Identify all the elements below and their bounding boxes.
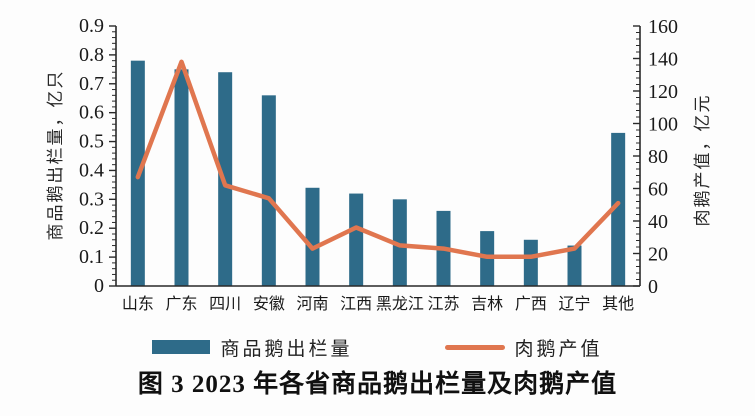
left-tick-label: 0.3 bbox=[79, 188, 104, 210]
x-label-10: 辽宁 bbox=[558, 295, 590, 313]
right-tick-label: 160 bbox=[648, 16, 678, 38]
bar-9 bbox=[523, 239, 538, 286]
line-series-label: 肉鹅产值 bbox=[514, 338, 603, 360]
bar-3 bbox=[261, 95, 276, 286]
right-tick-label: 0 bbox=[648, 276, 658, 298]
right-tick-label: 100 bbox=[648, 114, 678, 136]
right-tick-label: 40 bbox=[648, 211, 668, 233]
right-tick-label: 120 bbox=[648, 81, 678, 103]
left-tick-label: 0.8 bbox=[79, 44, 104, 66]
value-line bbox=[135, 59, 621, 260]
figure-title: 图 3 2023 年各省商品鹅出栏量及肉鹅产值 bbox=[137, 371, 618, 398]
x-label-4: 河南 bbox=[296, 295, 328, 313]
left-tick-label: 0.7 bbox=[79, 73, 104, 95]
x-label-3: 安徽 bbox=[253, 295, 285, 313]
right-tick-label: 60 bbox=[648, 179, 668, 201]
bar-6 bbox=[392, 199, 407, 286]
left-tick-label: 0.5 bbox=[79, 131, 104, 153]
x-label-6: 黑龙江 bbox=[376, 295, 424, 313]
bar-1 bbox=[174, 69, 189, 286]
left-tick-label: 0.6 bbox=[79, 102, 104, 124]
right-tick-label: 80 bbox=[648, 146, 668, 168]
x-label-5: 江西 bbox=[340, 295, 372, 313]
x-label-7: 江苏 bbox=[427, 295, 459, 313]
x-label-0: 山东 bbox=[122, 295, 154, 313]
left-tick-label: 0.9 bbox=[79, 15, 104, 37]
line-series-swatch bbox=[444, 344, 505, 350]
right-tick-label: 20 bbox=[648, 244, 668, 266]
legend-item-line-series: 肉鹅产值 bbox=[444, 334, 603, 361]
bar-4 bbox=[305, 187, 320, 286]
bar-10 bbox=[567, 245, 582, 286]
bar-11 bbox=[611, 132, 626, 286]
x-label-1: 广东 bbox=[165, 295, 197, 313]
left-tick-label: 0.4 bbox=[79, 159, 104, 181]
legend-item-bar-series: 商品鹅出栏量 bbox=[152, 334, 352, 361]
left-tick-label: 0.2 bbox=[79, 217, 104, 239]
x-label-2: 四川 bbox=[209, 296, 241, 313]
bar-series-label: 商品鹅出栏量 bbox=[220, 338, 353, 360]
bar-series-swatch bbox=[152, 340, 211, 354]
left-tick-label: 0 bbox=[94, 275, 104, 297]
right-tick-label: 140 bbox=[648, 49, 678, 71]
left-tick-label: 0.1 bbox=[79, 246, 104, 268]
bar-5 bbox=[349, 193, 364, 286]
x-label-11: 其他 bbox=[602, 295, 634, 313]
x-label-9: 广西 bbox=[515, 295, 547, 313]
x-label-8: 吉林 bbox=[471, 295, 503, 313]
legend: 商品鹅出栏量 肉鹅产值 bbox=[0, 334, 755, 360]
right-axis-title: 肉鹅产值，亿元 bbox=[693, 93, 712, 227]
left-axis-title: 商品鹅出栏量，亿只 bbox=[46, 69, 65, 241]
